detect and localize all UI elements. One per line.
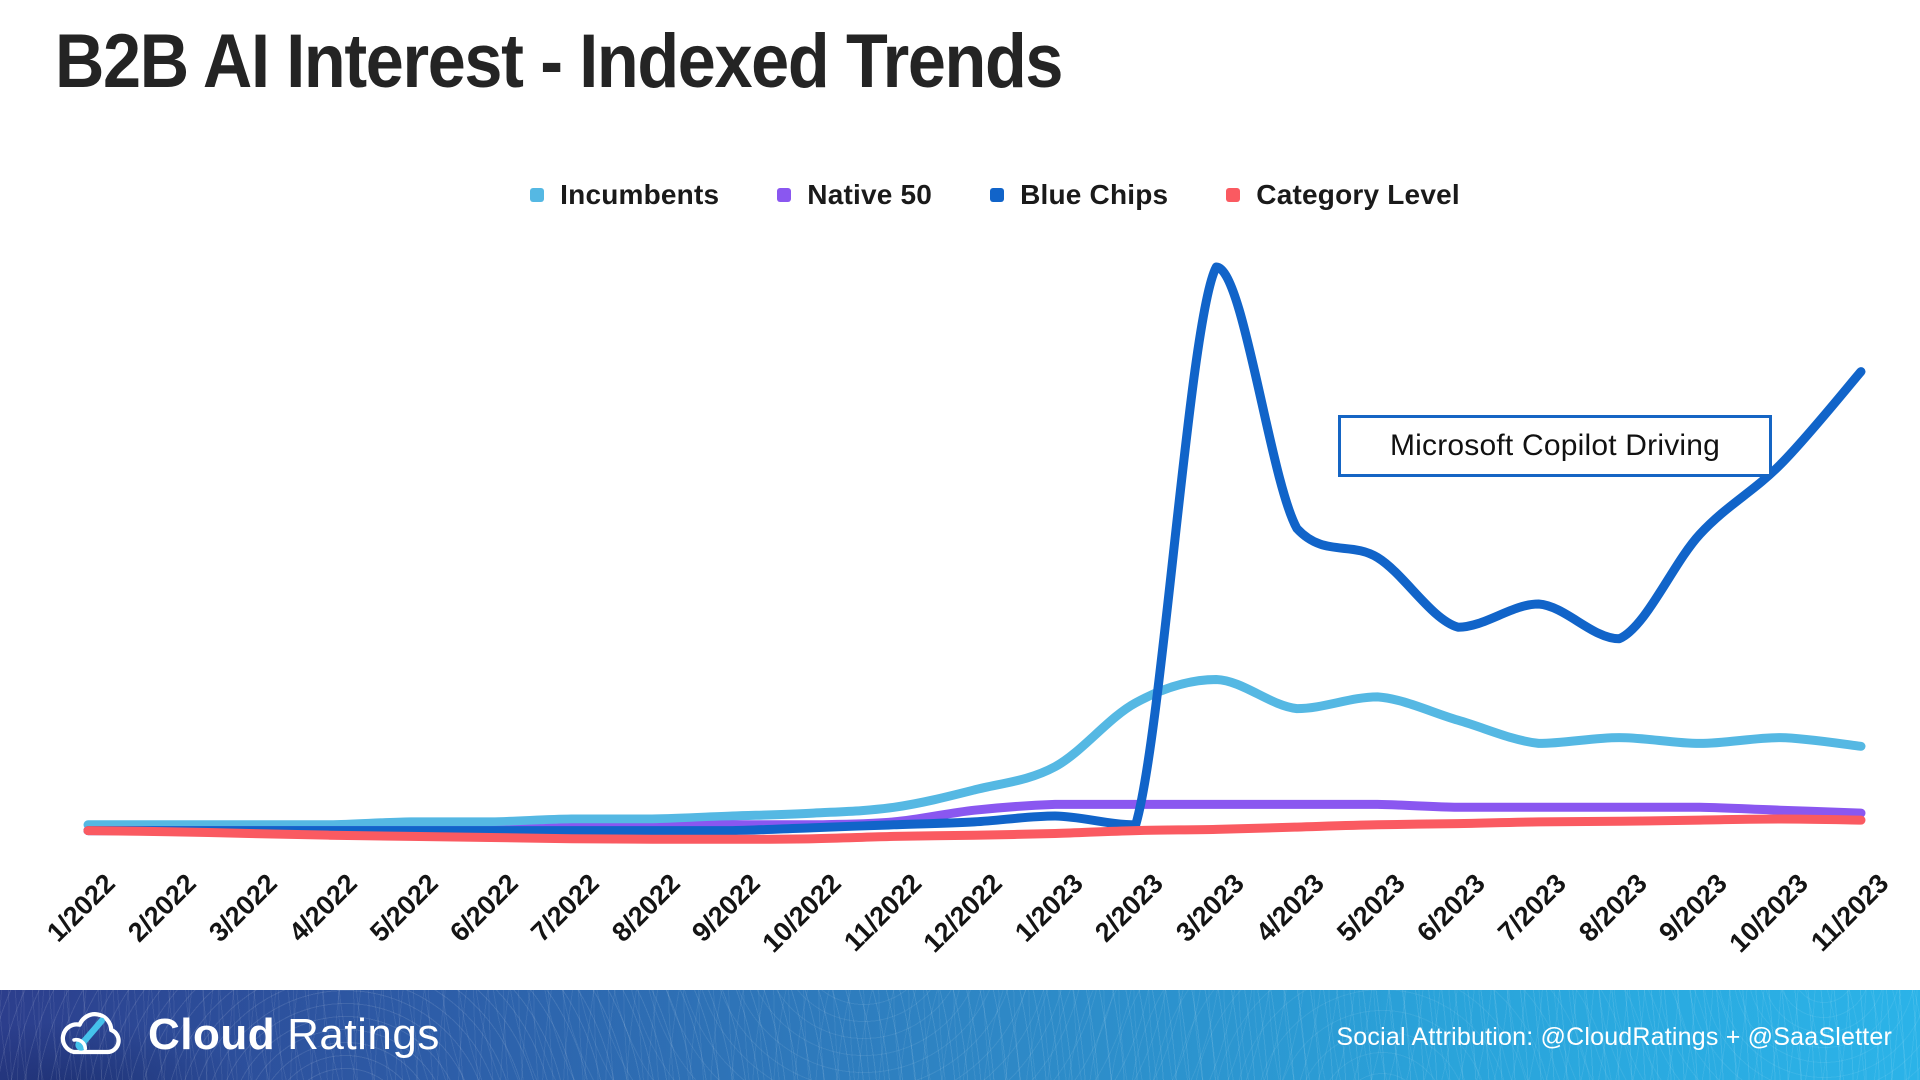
- annotation-box: Microsoft Copilot Driving: [1338, 415, 1772, 477]
- line-series-incumbents: [83, 675, 1866, 830]
- page-title: B2B AI Interest - Indexed Trends: [55, 19, 1063, 104]
- legend-item-native-50: Native 50: [777, 179, 932, 211]
- legend-label: Native 50: [807, 179, 933, 210]
- line-series-category-level: [83, 814, 1866, 844]
- legend-swatch-icon: [530, 188, 545, 202]
- brand-name-light: Ratings: [287, 1010, 440, 1059]
- social-attribution: Social Attribution: @CloudRatings + @Saa…: [1336, 1023, 1892, 1051]
- legend-label: Category Level: [1256, 179, 1460, 210]
- annotation-label: Microsoft Copilot Driving: [1389, 429, 1721, 462]
- chart-legend: Incumbents Native 50 Blue Chips Category Le…: [0, 172, 1920, 218]
- legend-swatch-icon: [990, 188, 1005, 202]
- legend-swatch-icon: [777, 188, 792, 202]
- legend-item-blue-chips: Blue Chips: [990, 179, 1168, 211]
- legend-label: Incumbents: [560, 179, 720, 210]
- footer-bar: Cloud Ratings Social Attribution: @CloudR…: [0, 990, 1920, 1080]
- legend-item-incumbents: Incumbents: [530, 179, 719, 211]
- legend-swatch-icon: [1226, 188, 1241, 202]
- legend-label: Blue Chips: [1020, 179, 1169, 210]
- cloud-ratings-logo-icon: [60, 1012, 121, 1055]
- line-series-blue-chips: [83, 262, 1866, 836]
- brand-name: Cloud Ratings: [148, 1010, 440, 1060]
- legend-item-category-level: Category Level: [1226, 179, 1460, 211]
- trend-line-chart: [83, 262, 1866, 844]
- brand-lockup: Cloud Ratings: [52, 990, 440, 1080]
- brand-name-bold: Cloud: [148, 1010, 276, 1059]
